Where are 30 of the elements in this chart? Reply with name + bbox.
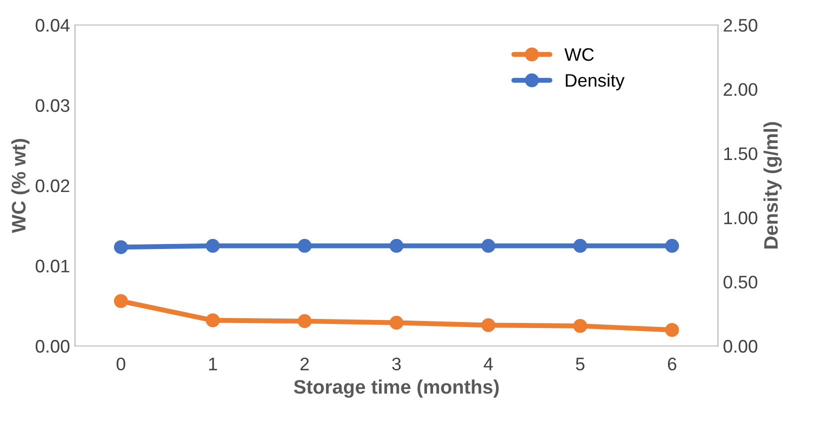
x-tick-label: 2 — [300, 358, 309, 370]
y2-tick-label: 1.50 — [724, 147, 758, 160]
point — [114, 294, 128, 308]
y2-axis-title: Density (g/ml) — [764, 122, 782, 248]
y2-tick-label: 0.00 — [724, 340, 758, 353]
point — [665, 323, 680, 337]
y-tick-label: 0.00 — [36, 340, 70, 353]
x-tick-label: 1 — [209, 358, 217, 370]
point — [573, 318, 588, 333]
y2-tick-label: 0.50 — [724, 276, 758, 289]
point — [298, 314, 312, 328]
y-tick-label: 0.02 — [36, 179, 70, 192]
legend-label: WC — [564, 48, 594, 61]
x-tick-label: 5 — [576, 358, 584, 370]
point — [390, 316, 404, 330]
x-tick-label: 0 — [116, 358, 126, 370]
x-axis-title: Storage time (months) — [294, 380, 499, 398]
y-tick-label: 0.04 — [36, 18, 70, 32]
point — [206, 313, 220, 328]
y2-tick-label: 1.00 — [724, 212, 758, 224]
point — [481, 318, 496, 332]
y-tick-label: 0.03 — [36, 99, 70, 112]
x-tick-label: 4 — [484, 358, 493, 370]
x-tick-label: 6 — [668, 358, 676, 370]
y2-tick-label: 2.50 — [724, 18, 758, 32]
legend-label: Density — [566, 74, 625, 90]
x-tick-label: 3 — [392, 358, 401, 370]
y2-tick-label: 2.00 — [724, 83, 758, 96]
y-axis-title: WC (% wt) — [11, 138, 30, 233]
y-tick-label: 0.01 — [36, 260, 70, 272]
